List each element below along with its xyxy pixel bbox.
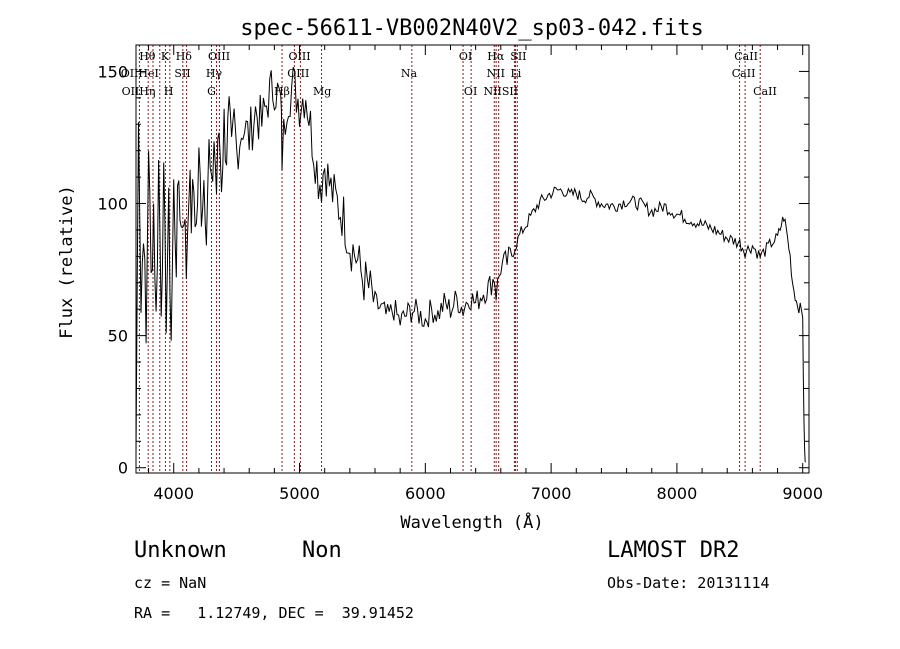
line-label: NIISII	[484, 85, 519, 98]
x-tick-label: 8000	[657, 484, 698, 503]
line-label: OIII	[208, 50, 230, 63]
x-tick-label: 7000	[531, 484, 572, 503]
coordinates-text: RA = 1.12749, DEC = 39.91452	[134, 604, 414, 622]
line-label: OIII	[287, 67, 309, 80]
y-tick-label: 50	[108, 327, 128, 346]
line-label: G	[207, 85, 216, 98]
line-label: OI	[464, 85, 477, 98]
line-label: CaII	[753, 85, 777, 98]
x-tick-label: 5000	[279, 484, 320, 503]
line-label: Hθ	[139, 50, 156, 63]
line-label: NII	[487, 67, 505, 80]
line-label: OI	[459, 50, 472, 63]
line-label: Li	[510, 67, 521, 80]
line-label: OIII	[289, 50, 311, 63]
object-subclass: Non	[302, 538, 342, 563]
line-label: CaII	[732, 67, 756, 80]
y-tick-label: 0	[118, 459, 128, 478]
x-tick-label: 4000	[153, 484, 194, 503]
line-label: Hγ	[206, 67, 223, 80]
line-label: Mg	[313, 85, 331, 98]
x-tick-label: 6000	[405, 484, 446, 503]
line-label: K	[161, 50, 170, 63]
survey-name: LAMOST DR2	[607, 538, 740, 563]
axis-ticks: 4000 5000 6000 7000 8000 9000 0 50 100 150	[97, 45, 823, 503]
line-label: Hα	[487, 50, 505, 63]
x-axis-label: Wavelength (Å)	[400, 511, 543, 533]
redshift-text: cz = NaN	[134, 574, 207, 592]
spectrum-series-line	[135, 67, 806, 463]
chart-title: spec-56611-VB002N40V2_sp03-042.fits	[240, 16, 704, 41]
line-label: Na	[401, 67, 418, 80]
line-label: CaII	[734, 50, 758, 63]
y-axis-label: Flux (relative)	[57, 185, 77, 339]
observation-date: Obs-Date: 20131114	[607, 574, 770, 592]
line-label: SII	[174, 67, 190, 80]
line-label: OIIHη	[122, 85, 156, 98]
axes-frame	[135, 44, 810, 474]
line-label: H	[164, 85, 174, 98]
object-class: Unknown	[134, 538, 227, 563]
line-label: SII	[510, 50, 526, 63]
line-label: Hβ	[274, 85, 290, 98]
x-tick-label: 9000	[782, 484, 823, 503]
y-tick-label: 150	[97, 62, 128, 81]
y-tick-label: 100	[97, 195, 128, 214]
spectral-line-markers	[138, 45, 761, 473]
line-label: OIIHeI	[121, 67, 159, 80]
line-label: Hδ	[176, 50, 193, 63]
